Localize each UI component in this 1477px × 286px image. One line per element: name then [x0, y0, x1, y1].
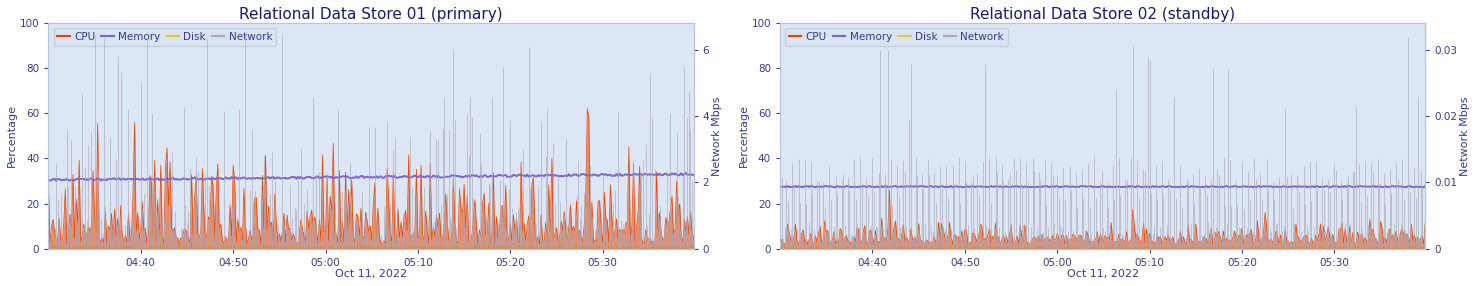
X-axis label: Oct 11, 2022: Oct 11, 2022	[335, 269, 408, 279]
Title: Relational Data Store 01 (primary): Relational Data Store 01 (primary)	[239, 7, 502, 22]
Legend: CPU, Memory, Disk, Network: CPU, Memory, Disk, Network	[786, 28, 1007, 45]
Y-axis label: Network Mbps: Network Mbps	[712, 96, 722, 176]
Y-axis label: Percentage: Percentage	[738, 104, 749, 167]
Title: Relational Data Store 02 (standby): Relational Data Store 02 (standby)	[970, 7, 1235, 22]
Y-axis label: Network Mbps: Network Mbps	[1461, 96, 1470, 176]
X-axis label: Oct 11, 2022: Oct 11, 2022	[1066, 269, 1139, 279]
Legend: CPU, Memory, Disk, Network: CPU, Memory, Disk, Network	[53, 28, 276, 45]
Y-axis label: Percentage: Percentage	[7, 104, 16, 167]
